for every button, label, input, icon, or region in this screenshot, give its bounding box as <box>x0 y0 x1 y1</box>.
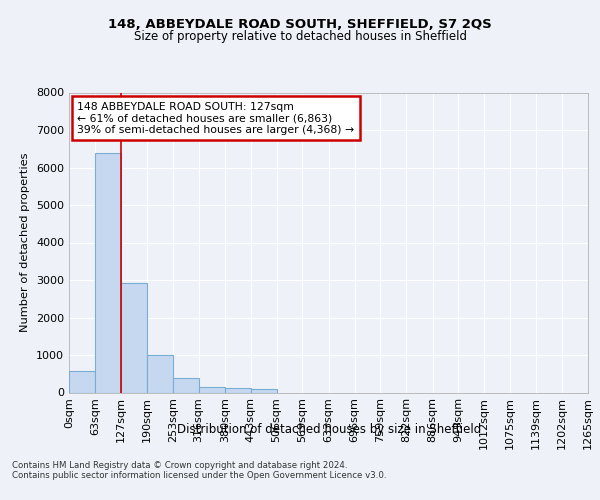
Bar <box>69 371 95 392</box>
Y-axis label: Number of detached properties: Number of detached properties <box>20 153 31 332</box>
Bar <box>121 282 147 393</box>
Bar <box>251 389 277 392</box>
Text: Contains public sector information licensed under the Open Government Licence v3: Contains public sector information licen… <box>12 472 386 480</box>
Bar <box>199 386 225 392</box>
Text: 148 ABBEYDALE ROAD SOUTH: 127sqm
← 61% of detached houses are smaller (6,863)
39: 148 ABBEYDALE ROAD SOUTH: 127sqm ← 61% o… <box>77 102 355 135</box>
Text: Contains HM Land Registry data © Crown copyright and database right 2024.: Contains HM Land Registry data © Crown c… <box>12 462 347 470</box>
Bar <box>173 378 199 392</box>
Bar <box>95 152 121 392</box>
Text: 148, ABBEYDALE ROAD SOUTH, SHEFFIELD, S7 2QS: 148, ABBEYDALE ROAD SOUTH, SHEFFIELD, S7… <box>108 18 492 30</box>
Text: Distribution of detached houses by size in Sheffield: Distribution of detached houses by size … <box>176 422 481 436</box>
Bar <box>147 355 173 393</box>
Bar <box>225 388 251 392</box>
Text: Size of property relative to detached houses in Sheffield: Size of property relative to detached ho… <box>133 30 467 43</box>
